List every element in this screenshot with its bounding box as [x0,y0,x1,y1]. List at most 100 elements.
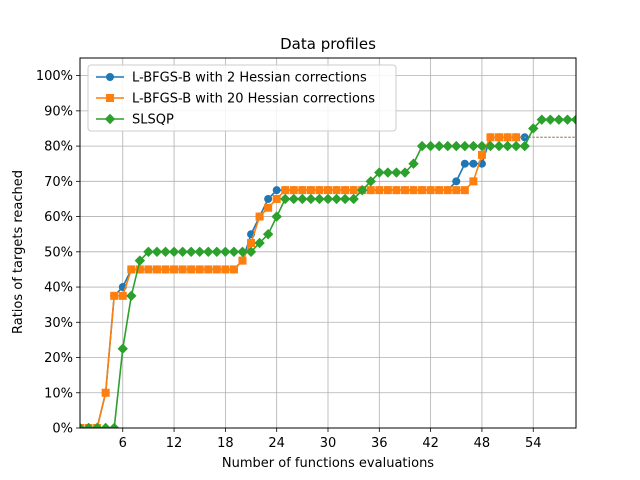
y-tick-label: 60% [44,210,73,225]
data-point [452,177,461,186]
data-point [460,186,469,195]
data-point [221,265,230,274]
series-2 [80,133,576,428]
data-point [187,265,196,274]
data-point [374,167,385,178]
data-point [341,186,350,195]
data-point [528,123,539,134]
data-point [570,114,576,125]
data-point [204,265,213,274]
x-tick-label: 36 [371,436,388,451]
data-point [178,265,187,274]
y-axis-label: Ratios of targets reached [11,170,26,334]
data-point [536,114,547,125]
data-point [118,291,127,300]
data-point [469,177,478,186]
legend-item: SLSQP [96,113,174,128]
data-point [272,194,281,203]
data-point [339,193,351,205]
data-point [416,140,428,152]
data-point [143,246,154,258]
x-tick-label: 42 [422,436,439,451]
data-point [442,140,453,152]
data-point [211,246,223,258]
x-tick-label: 6 [119,436,127,451]
data-point [135,265,144,274]
data-point [237,246,248,258]
data-point [408,158,419,169]
legend-marker [106,94,114,102]
data-point [382,167,394,178]
legend-item: L-BFGS-B with 2 Hessian corrections [96,71,367,86]
data-point [314,193,325,205]
data-point [545,114,556,125]
legend: L-BFGS-B with 2 Hessian corrections L-BFG… [87,64,397,132]
data-point [391,167,402,178]
data-point [399,167,411,178]
x-tick-label: 48 [474,436,491,451]
data-point [152,265,161,274]
data-point [101,388,110,397]
series-layer [80,114,576,428]
data-point [109,422,120,428]
data-point [383,186,392,195]
data-point [315,186,324,195]
data-point [451,140,462,152]
data-point [110,291,119,300]
data-point [245,246,257,258]
data-point [80,422,86,428]
data-point [281,186,290,195]
data-point [91,422,103,428]
series-1 [80,133,576,428]
series-line [80,136,517,428]
legend-label: L-BFGS-B with 2 Hessian corrections [132,71,367,86]
data-point [229,265,238,274]
chart-title: Data profiles [280,35,376,53]
x-tick-label: 18 [217,436,234,451]
data-point [425,140,436,152]
y-tick-label: 80% [44,140,73,155]
data-point [83,422,94,428]
data-point [289,186,298,195]
data-point [502,140,513,152]
data-point [305,193,317,205]
data-point [460,159,469,168]
x-tick-label: 24 [268,436,285,451]
data-point [519,140,530,152]
data-point [100,422,111,428]
data-point [357,184,368,196]
data-point [418,186,427,195]
data-point [400,186,409,195]
data-point [272,186,281,195]
data-point [495,133,504,142]
y-tick-label: 90% [44,104,73,119]
data-point [127,265,136,274]
data-point [306,186,315,195]
data-point [468,140,479,152]
x-axis: 6 12 18 24 30 36 42 48 54 [119,428,542,451]
data-point [477,150,486,159]
y-tick-label: 50% [44,245,73,260]
y-tick-label: 10% [44,386,73,401]
data-point [452,186,461,195]
x-axis-label: Number of functions evaluations [222,456,434,471]
data-point [459,140,471,152]
x-tick-label: 12 [166,436,183,451]
data-point [280,193,291,205]
data-point [220,246,231,258]
data-point [476,140,488,152]
legend-label: SLSQP [132,113,174,128]
data-point [161,265,170,274]
data-point [435,186,444,195]
data-point [264,194,273,203]
data-point [255,212,264,221]
legend-marker [104,113,116,125]
y-tick-label: 20% [44,351,73,366]
data-point [366,186,375,195]
data-point [375,186,384,195]
data-point [553,114,565,125]
data-point [117,343,128,354]
data-point [247,239,256,247]
data-point [195,265,204,274]
